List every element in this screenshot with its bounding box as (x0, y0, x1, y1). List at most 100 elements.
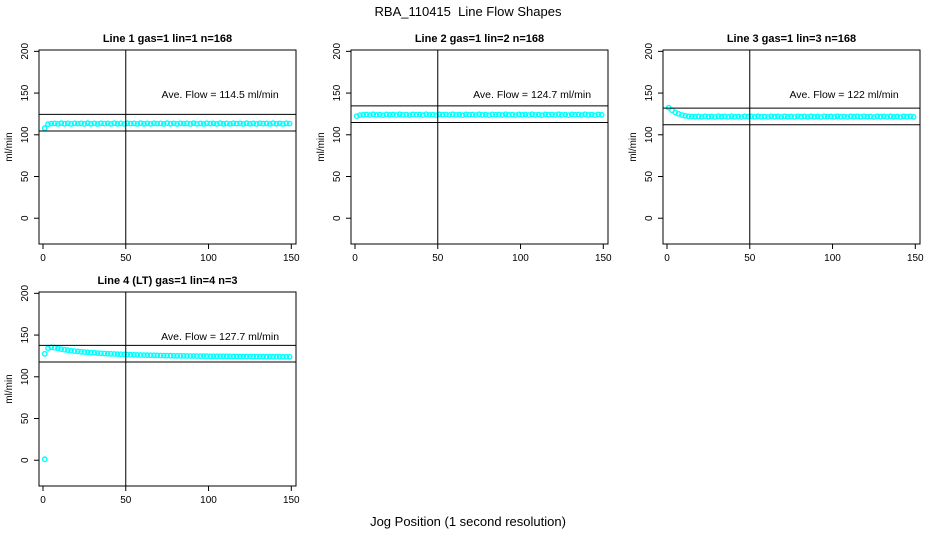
data-point (121, 121, 128, 127)
data-point (177, 352, 184, 359)
data-point (505, 112, 512, 118)
data-point (190, 353, 197, 359)
data-point (127, 120, 134, 127)
x-tick-label: 0 (664, 253, 670, 264)
data-point (51, 120, 58, 127)
data-point (266, 353, 273, 360)
data-point (535, 111, 542, 118)
y-tick-label: 0 (20, 215, 31, 221)
data-point (88, 120, 94, 127)
data-point (476, 111, 482, 118)
data-point (572, 111, 579, 118)
data-points (41, 344, 293, 463)
data-point (598, 111, 605, 118)
data-point (894, 113, 900, 120)
data-point (492, 111, 499, 118)
data-point (253, 121, 260, 127)
subplot-line-2: 0 50 100 150 200 ml/min 0 50 100 150 Line 2 gas=1 … (316, 33, 612, 264)
data-point (821, 113, 828, 120)
data-point (738, 114, 745, 120)
data-point (765, 114, 771, 120)
data-point (114, 120, 121, 127)
data-point (357, 112, 363, 119)
data-point (516, 111, 522, 118)
data-point (243, 353, 250, 360)
x-tick-label: 100 (200, 495, 217, 506)
data-point (141, 352, 147, 358)
data-point (197, 353, 204, 359)
data-point (98, 350, 104, 357)
data-point (562, 111, 569, 118)
data-point (575, 111, 582, 118)
data-point (250, 120, 257, 127)
data-point (373, 112, 380, 118)
y-tick-label: 150 (20, 84, 31, 101)
data-point (203, 120, 210, 127)
data-point (131, 120, 137, 127)
data-point (246, 120, 253, 127)
data-point (207, 353, 214, 360)
data-point (283, 353, 290, 360)
plot-box (350, 49, 609, 245)
data-point (542, 111, 549, 118)
data-point (353, 113, 360, 120)
data-point (771, 113, 778, 120)
data-point (439, 111, 446, 118)
data-point (81, 121, 88, 127)
data-point (167, 120, 174, 127)
data-point (150, 120, 157, 127)
data-point (190, 120, 197, 127)
data-point (808, 113, 814, 120)
data-point (499, 112, 506, 118)
subplot-title: Line 2 gas=1 lin=2 n=168 (415, 33, 544, 45)
subplot-title: Line 4 (LT) gas=1 lin=4 n=3 (97, 275, 237, 287)
data-point (459, 112, 466, 119)
data-point (61, 346, 68, 353)
data-point (263, 353, 270, 360)
x-tick-label: 150 (907, 253, 924, 264)
data-point (864, 113, 871, 120)
y-axis-title: ml/min (4, 132, 15, 161)
data-point (141, 120, 147, 127)
data-point (213, 353, 220, 360)
data-point (390, 111, 396, 118)
data-point (781, 113, 788, 120)
subplot-line-3: 0 50 100 150 200 ml/min 0 50 100 150 Line 3 gas=1 … (628, 33, 924, 264)
y-tick-label: 50 (332, 171, 343, 183)
data-point (679, 112, 685, 118)
data-point (117, 351, 124, 358)
y-tick-label: 200 (20, 43, 31, 60)
x-tick-label: 50 (120, 495, 132, 506)
data-point (64, 120, 71, 127)
data-points (665, 104, 917, 120)
data-point (111, 120, 118, 127)
data-point (74, 348, 81, 355)
data-point (233, 120, 240, 127)
data-point (286, 120, 293, 127)
data-point (223, 353, 230, 360)
average-flow-annotation: Ave. Flow = 127.7 ml/min (161, 331, 279, 343)
data-point (698, 114, 705, 120)
data-point (243, 120, 250, 127)
data-point (555, 111, 562, 118)
data-point (170, 120, 177, 127)
data-point (74, 120, 81, 127)
data-point (489, 111, 496, 118)
data-point (479, 112, 486, 118)
data-point (58, 346, 65, 352)
data-point (768, 113, 775, 120)
x-tick-label: 0 (352, 253, 358, 264)
data-point (718, 113, 725, 120)
data-point (276, 120, 283, 127)
data-point (121, 351, 128, 358)
data-point (469, 111, 476, 118)
data-point (834, 113, 841, 120)
data-point (154, 120, 161, 127)
data-point (409, 111, 416, 118)
data-point (360, 111, 367, 118)
data-point (695, 113, 702, 120)
data-point (585, 112, 592, 118)
data-point (449, 111, 456, 118)
y-tick-label: 100 (20, 126, 31, 143)
